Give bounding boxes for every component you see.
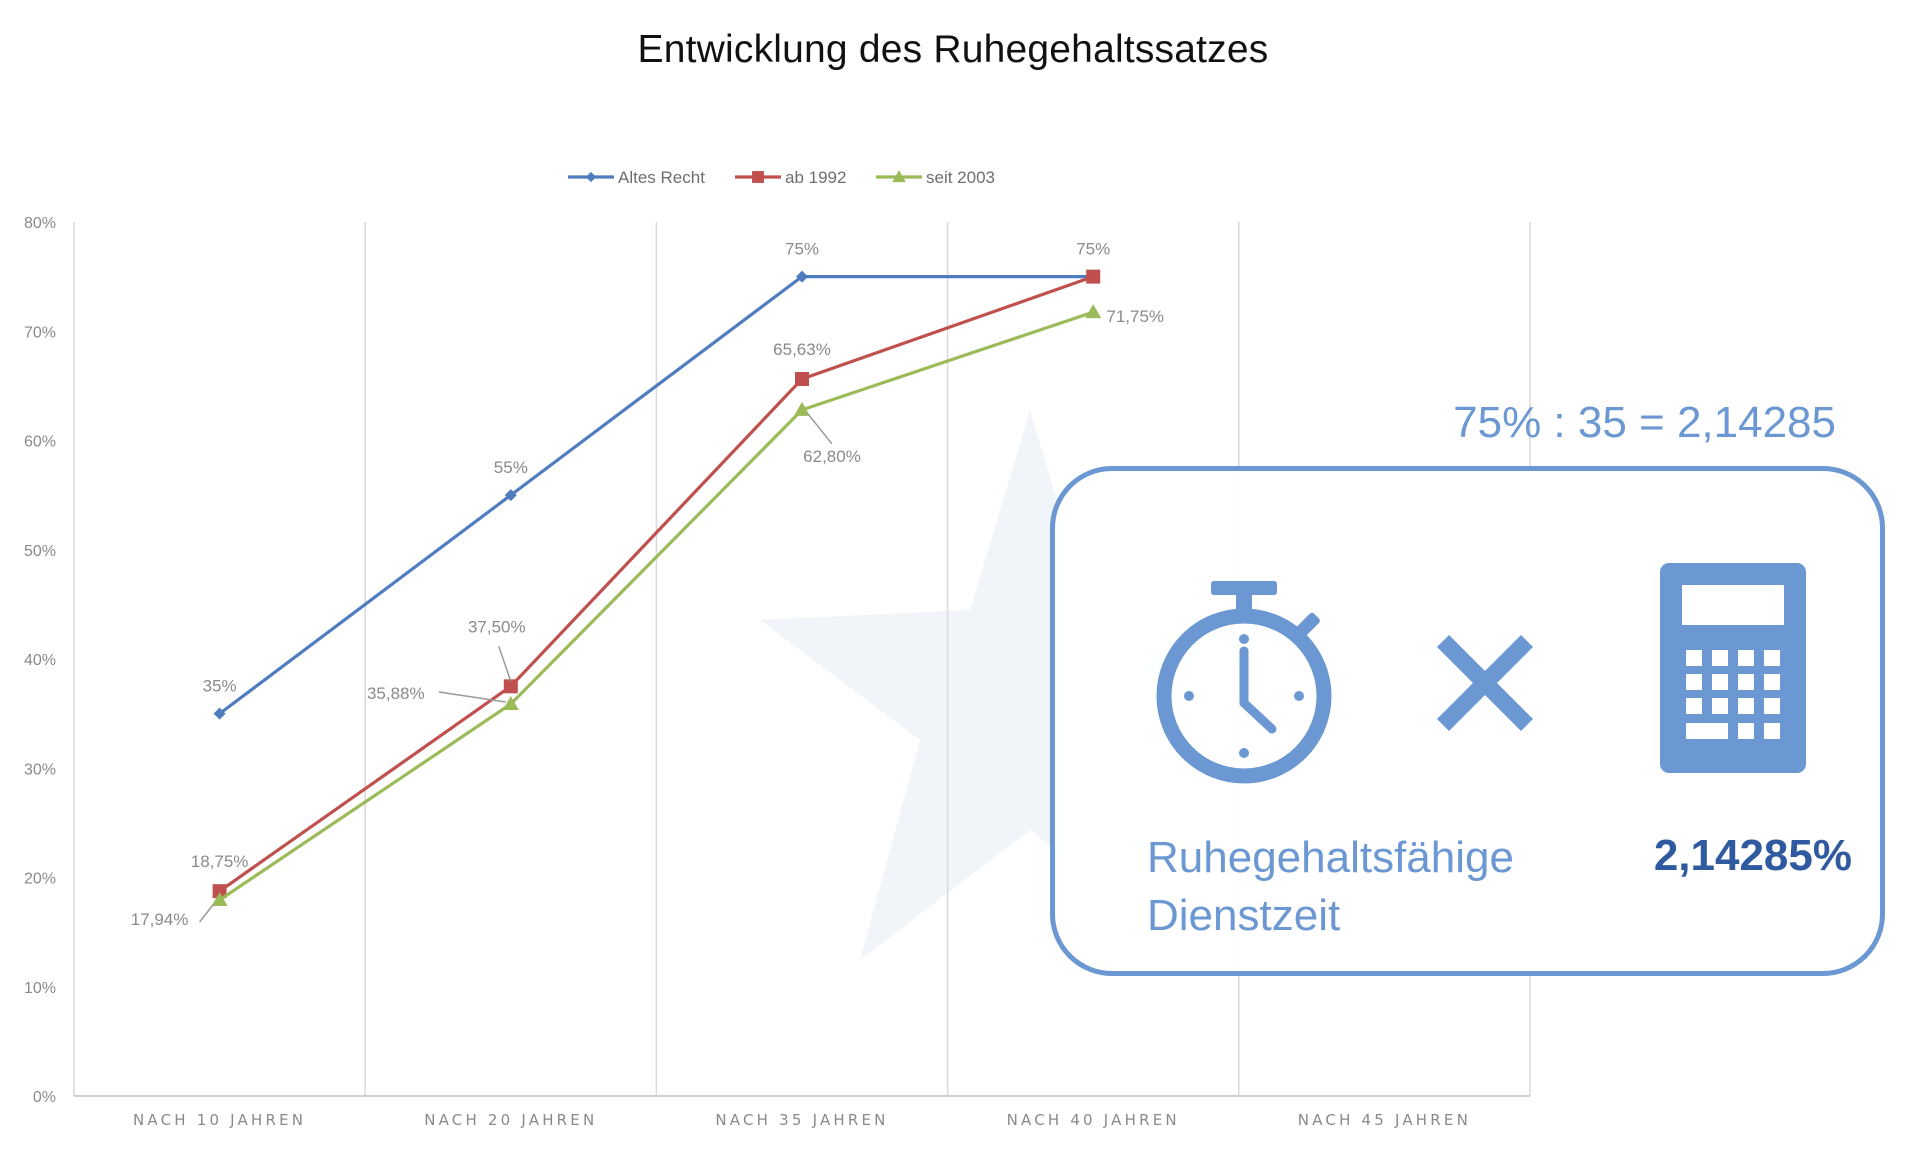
data-label: 18,75% <box>191 852 249 871</box>
formula-text: 75% : 35 = 2,14285 <box>1453 398 1836 447</box>
info-box: Ruhegehaltsfähige Dienstzeit 2,14285% <box>1050 466 1885 976</box>
x-tick-label: NACH 40 JAHREN <box>1007 1111 1180 1129</box>
data-point <box>1085 304 1102 319</box>
box-value: 2,14285% <box>1653 831 1852 880</box>
y-tick-label: 40% <box>24 652 56 669</box>
data-point <box>585 171 597 183</box>
data-point <box>213 707 226 720</box>
label-leader <box>807 413 833 445</box>
data-point <box>794 401 810 416</box>
y-tick-label: 0% <box>33 1089 56 1106</box>
data-label: 75% <box>785 240 819 259</box>
chart-legend: Altes Recht ab 1992 seit 2003 <box>568 168 995 187</box>
x-tick-label: NACH 45 JAHREN <box>1298 1111 1471 1129</box>
legend-label: seit 2003 <box>926 168 995 187</box>
chart-series <box>211 269 1102 907</box>
y-tick-label: 60% <box>24 434 56 451</box>
data-label: 35,88% <box>367 684 425 703</box>
page-title: Entwicklung des Ruhegehaltssatzes <box>637 28 1269 71</box>
legend-item: ab 1992 <box>735 168 846 187</box>
data-point <box>211 892 228 907</box>
legend-item: seit 2003 <box>876 168 995 187</box>
label-leader <box>498 646 512 682</box>
y-tick-label: 80% <box>24 215 56 232</box>
watermark-star <box>760 410 1300 960</box>
stopwatch-icon <box>1156 581 1332 784</box>
label-leader <box>438 691 506 703</box>
series-triangle <box>211 304 1102 907</box>
times-icon <box>1436 634 1534 732</box>
data-point <box>502 696 519 711</box>
series-line <box>218 310 1094 902</box>
data-point <box>752 171 764 183</box>
y-axis-ticks: 0% 10% 20% 30% 40% 50% 60% 70% 80% <box>24 215 56 1106</box>
calculator-icon <box>1660 563 1806 773</box>
y-tick-label: 10% <box>24 980 56 997</box>
data-label: 35% <box>203 677 237 696</box>
data-label: 71,75% <box>1106 307 1164 326</box>
series-square <box>212 269 1101 899</box>
x-axis-ticks: NACH 10 JAHREN NACH 20 JAHREN NACH 35 JAHR… <box>133 1111 1471 1129</box>
data-label: 62,80% <box>803 447 861 466</box>
y-tick-label: 20% <box>24 871 56 888</box>
data-label: 17,94% <box>131 910 189 929</box>
data-labels: 35% 55% 75% 75% 18,75% 37,50% 65,63% 17,94% 35,8… <box>131 240 1164 929</box>
data-label: 55% <box>494 458 528 477</box>
data-point <box>503 679 518 694</box>
legend-label: ab 1992 <box>785 168 846 187</box>
legend-item: Altes Recht <box>568 168 705 187</box>
data-point <box>795 371 809 386</box>
data-label: 75% <box>1076 240 1110 259</box>
box-label: Ruhegehaltsfähige Dienstzeit <box>1147 833 1514 940</box>
x-tick-label: NACH 20 JAHREN <box>424 1111 597 1129</box>
series-line <box>218 275 1094 893</box>
data-label: 65,63% <box>773 340 831 359</box>
x-tick-label: NACH 10 JAHREN <box>133 1111 306 1129</box>
data-point <box>504 489 517 502</box>
legend-label: Altes Recht <box>618 168 705 187</box>
data-label: 37,50% <box>468 617 526 636</box>
data-point <box>212 884 227 899</box>
y-tick-label: 30% <box>24 761 56 778</box>
series-line <box>218 275 1094 715</box>
y-tick-label: 70% <box>24 324 56 341</box>
label-leader <box>199 903 215 923</box>
data-point <box>1086 269 1101 284</box>
data-point <box>892 170 906 183</box>
x-tick-label: NACH 35 JAHREN <box>715 1111 888 1129</box>
data-point <box>796 270 808 283</box>
y-tick-label: 50% <box>24 543 56 560</box>
